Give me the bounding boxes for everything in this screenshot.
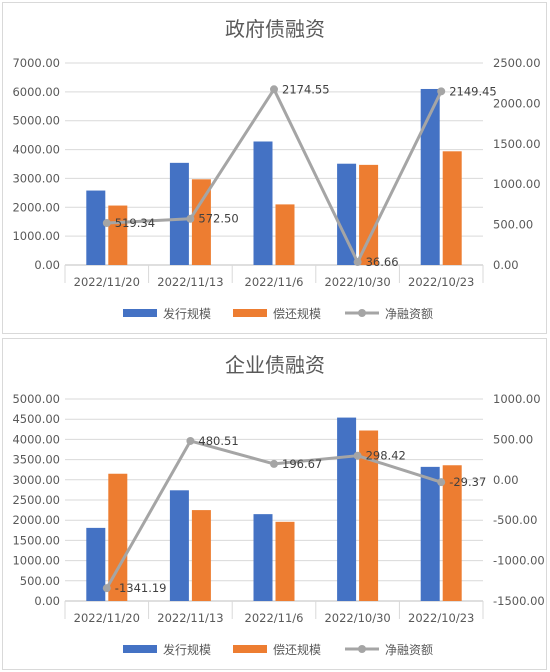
data-label: -1341.19 (115, 581, 167, 595)
x-tick-label: 2022/11/20 (74, 611, 140, 625)
bar-repayment (442, 151, 462, 265)
y-left-tick-label: 6000.00 (12, 85, 60, 99)
y-right-tick-label: 0.00 (493, 258, 519, 272)
y-right-tick-label: 1500.00 (493, 137, 541, 151)
x-tick-label: 2022/10/23 (408, 611, 474, 625)
y-right-tick-label: 1000.00 (493, 177, 541, 191)
data-label: -29.37 (449, 475, 486, 489)
y-left-tick-label: 5000.00 (12, 114, 60, 128)
line-point (353, 258, 362, 267)
chart-panel-government-bond: 政府债融资 0.00 1000.00 2000.00 3000.00 4000.00 500… (2, 2, 547, 334)
y-left-tick-label: 0.00 (34, 258, 60, 272)
y-left-tick-label: 2500.00 (12, 493, 60, 507)
bar-issuance (86, 527, 106, 601)
y-left-tick-label: 5000.00 (12, 392, 60, 406)
chart-svg: 企业债融资 0.00 500.00 1000.00 1500.00 2000.00 2500… (12, 353, 545, 657)
line-point (270, 459, 278, 468)
y-right-tick-label: 1000.00 (493, 392, 541, 406)
y-left-tick-label: 3000.00 (12, 473, 60, 487)
y-left-tick-label: 2000.00 (12, 200, 60, 214)
legend-label: 偿还规模 (273, 306, 321, 321)
y-right-tick-label: -500.00 (493, 513, 537, 527)
data-label: 572.50 (198, 212, 238, 226)
legend-label: 偿还规模 (273, 642, 321, 657)
line-point (102, 584, 111, 593)
x-tick-label: 2022/11/6 (245, 275, 304, 289)
data-label: 196.67 (282, 457, 322, 471)
line-point (353, 451, 362, 460)
legend-marker (358, 309, 366, 317)
legend-swatch (233, 645, 267, 653)
y-left-tick-label: 0.00 (34, 594, 60, 608)
line-point (186, 214, 195, 223)
line-point (437, 87, 446, 96)
data-label: 519.34 (115, 216, 155, 230)
x-tick-label: 2022/10/23 (408, 275, 474, 289)
y-left-tick-label: 4000.00 (12, 432, 60, 446)
y-right-tick-label: 2000.00 (493, 96, 541, 110)
y-left-tick-label: 3500.00 (12, 453, 60, 467)
y-left-tick-label: 4500.00 (12, 412, 60, 426)
data-label: 2174.55 (282, 82, 330, 96)
bar-repayment (442, 465, 462, 601)
legend-label: 净融资额 (385, 643, 433, 657)
y-right-tick-label: 2500.00 (493, 56, 541, 70)
x-tick-label: 2022/11/13 (157, 611, 223, 625)
bar-repayment (359, 164, 379, 265)
data-label: 36.66 (366, 255, 399, 269)
bar-repayment (275, 204, 295, 265)
y-right-tick-label: -1000.00 (493, 554, 545, 568)
bar-repayment (108, 473, 128, 601)
legend-swatch (123, 309, 157, 317)
legend-marker (358, 645, 366, 653)
legend-label: 发行规模 (163, 642, 211, 657)
line-point (186, 436, 195, 445)
data-label: 480.51 (198, 434, 238, 448)
bar-repayment (108, 205, 128, 265)
chart-title: 政府债融资 (225, 17, 325, 41)
y-left-tick-label: 1500.00 (12, 533, 60, 547)
y-right-tick-label: -1500.00 (493, 594, 545, 608)
y-right-tick-label: 0.00 (493, 473, 519, 487)
bar-issuance (253, 514, 273, 601)
bar-issuance (337, 163, 357, 265)
line-point (102, 219, 111, 228)
legend-label: 净融资额 (385, 307, 433, 321)
bar-repayment (359, 430, 379, 601)
x-tick-label: 2022/11/20 (74, 275, 140, 289)
data-label: 2149.45 (449, 84, 497, 98)
legend-label: 发行规模 (163, 306, 211, 321)
bar-repayment (275, 521, 295, 601)
x-tick-label: 2022/11/6 (245, 611, 304, 625)
line-point (437, 478, 446, 487)
chart-svg: 政府债融资 0.00 1000.00 2000.00 3000.00 4000.00 500… (12, 17, 541, 321)
bar-repayment (191, 510, 211, 601)
x-tick-label: 2022/10/30 (324, 611, 390, 625)
bar-issuance (337, 417, 357, 601)
y-left-tick-label: 500.00 (20, 574, 60, 588)
bar-issuance (169, 162, 189, 265)
bar-issuance (420, 88, 440, 265)
legend-swatch (123, 645, 157, 653)
chart-panel-corporate-bond: 企业债融资 0.00 500.00 1000.00 1500.00 2000.00 2500… (2, 338, 547, 670)
data-label: 298.42 (366, 449, 406, 463)
line-point (270, 85, 278, 94)
y-left-tick-label: 2000.00 (12, 513, 60, 527)
y-left-tick-label: 1000.00 (12, 554, 60, 568)
legend-swatch (233, 309, 267, 317)
y-left-tick-label: 1000.00 (12, 229, 60, 243)
bar-repayment (191, 179, 211, 265)
chart-title: 企业债融资 (225, 353, 325, 377)
x-tick-label: 2022/10/30 (324, 275, 390, 289)
bar-issuance (420, 466, 440, 601)
y-right-tick-label: 500.00 (493, 218, 533, 232)
y-left-tick-label: 3000.00 (12, 171, 60, 185)
x-tick-label: 2022/11/13 (157, 275, 223, 289)
y-left-tick-label: 4000.00 (12, 143, 60, 157)
y-left-tick-label: 7000.00 (12, 56, 60, 70)
y-right-tick-label: 500.00 (493, 432, 533, 446)
bar-issuance (169, 490, 189, 601)
bar-issuance (253, 141, 273, 265)
bar-issuance (86, 190, 106, 265)
